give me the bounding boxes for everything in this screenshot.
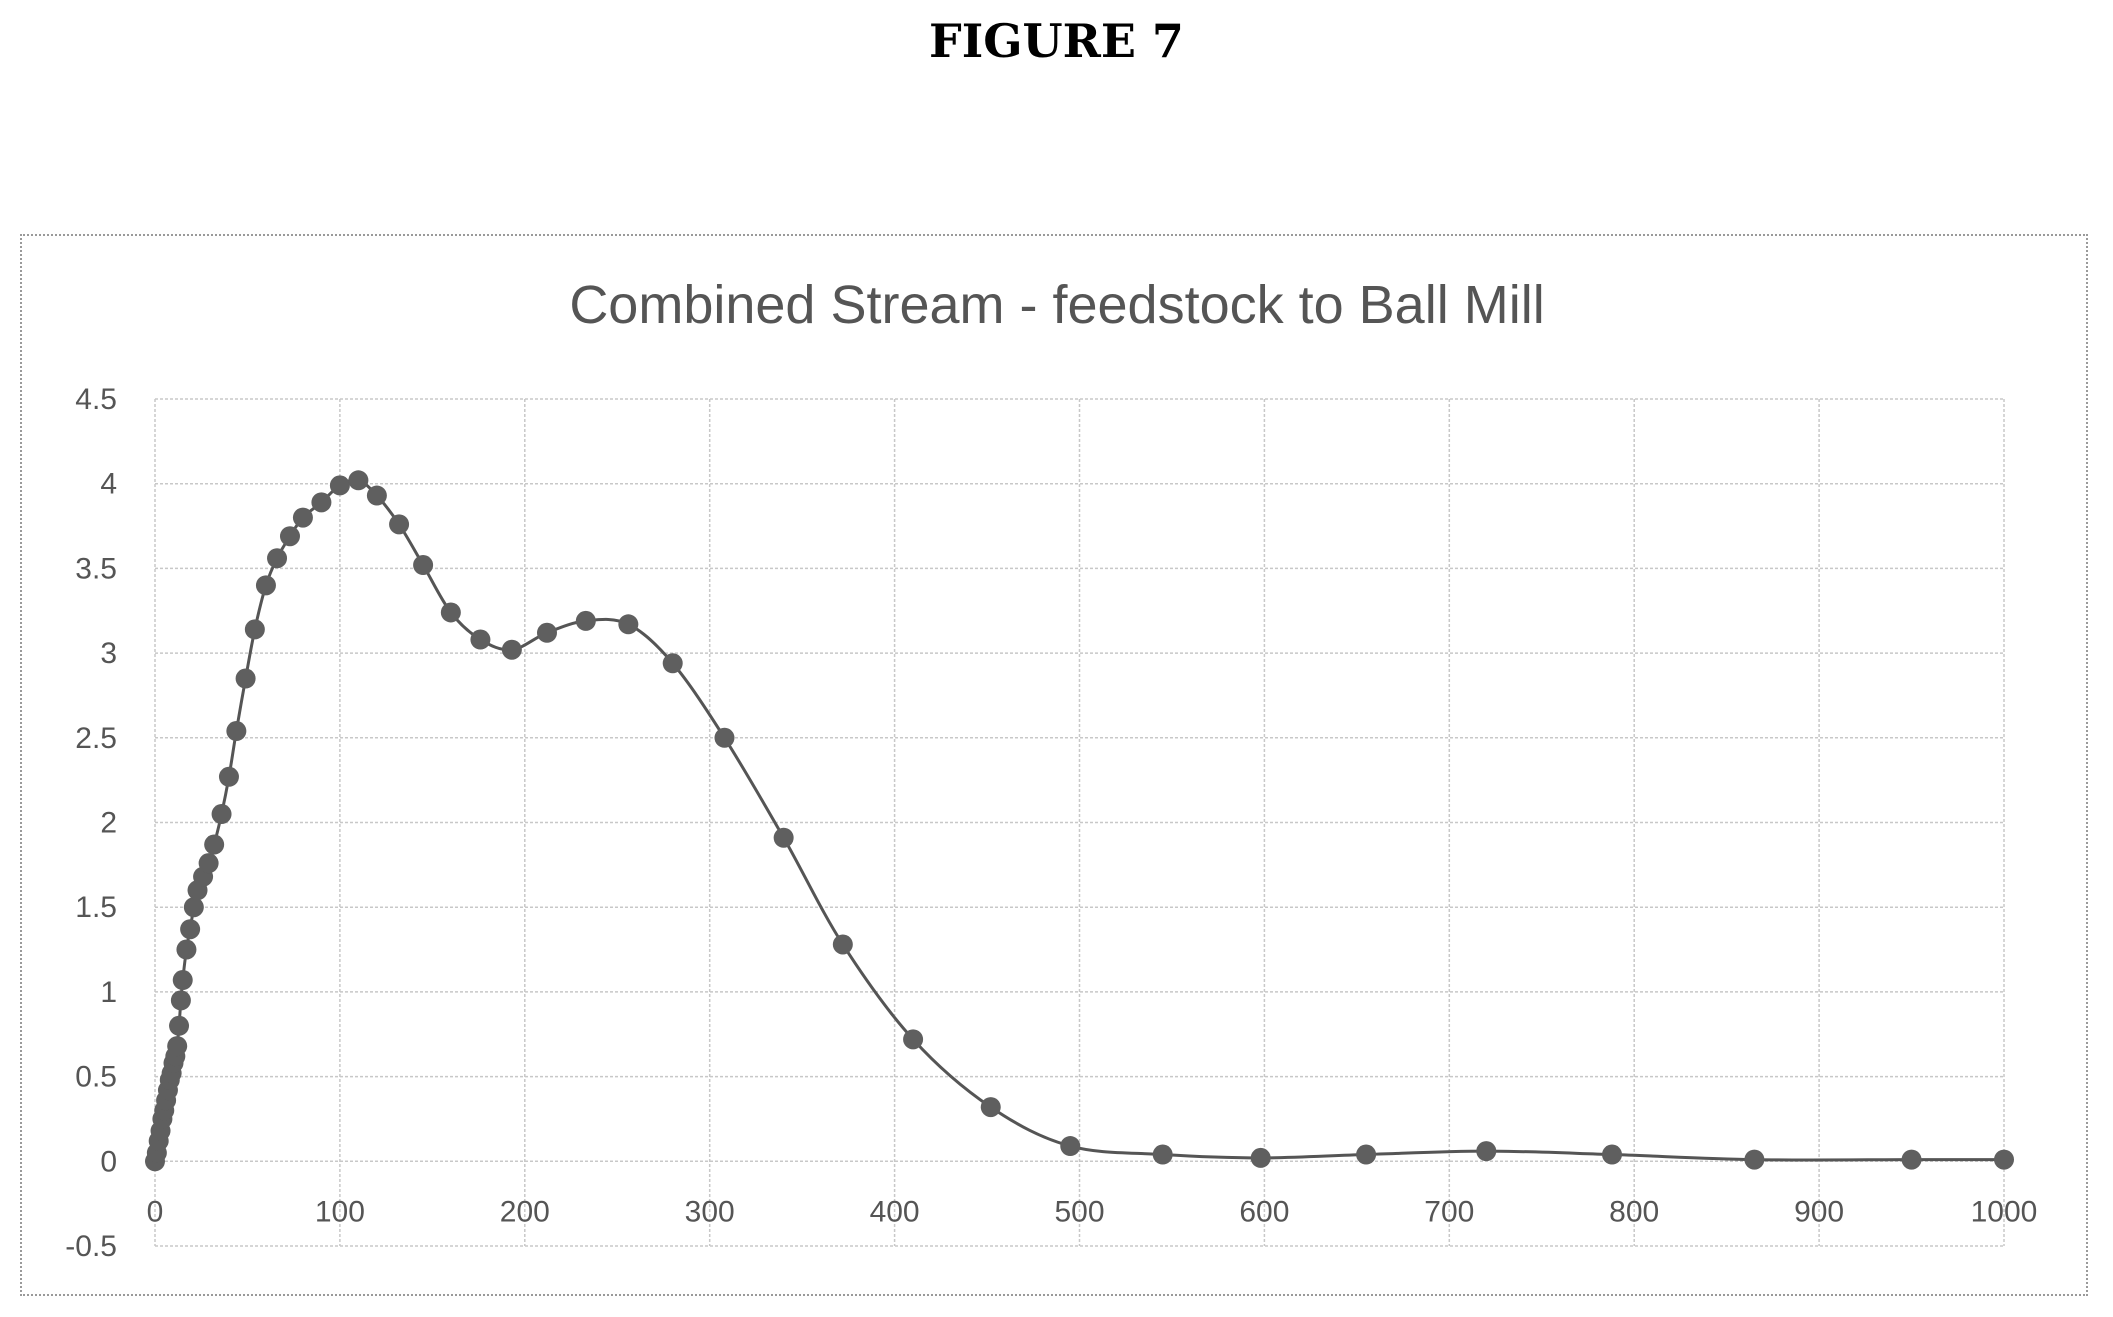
data-point: [176, 939, 197, 960]
data-point: [714, 727, 735, 748]
data-point: [235, 668, 256, 689]
y-tick-label: 3: [100, 637, 117, 670]
data-point: [1744, 1149, 1765, 1170]
x-tick-label: 700: [1424, 1195, 1474, 1228]
data-point: [470, 629, 491, 650]
data-point: [980, 1097, 1001, 1118]
y-tick-label: 0.5: [75, 1061, 117, 1094]
data-point: [440, 602, 461, 623]
x-tick-label: 500: [1054, 1195, 1104, 1228]
data-point: [662, 653, 683, 674]
data-point: [1356, 1144, 1377, 1165]
figure-label: FIGURE 7: [929, 14, 1184, 68]
y-tick-label: 2: [100, 807, 117, 840]
data-point: [1152, 1144, 1173, 1165]
data-point: [575, 610, 596, 631]
data-point: [366, 485, 387, 506]
data-point: [183, 897, 204, 918]
x-tick-label: 0: [147, 1195, 164, 1228]
data-point: [204, 834, 225, 855]
x-tick-label: 300: [685, 1195, 735, 1228]
y-tick-label: 0: [100, 1145, 117, 1178]
data-point: [1250, 1147, 1271, 1168]
data-point: [198, 853, 219, 874]
y-tick-labels: -0.5 0 0.5 1 1.5 2 2.5 3 3.5 4 4.5: [65, 383, 117, 1263]
data-point: [267, 548, 288, 569]
data-point: [244, 619, 265, 640]
y-tick-label: 4.5: [75, 383, 117, 416]
x-tick-label: 400: [870, 1195, 920, 1228]
y-tick-label: -0.5: [65, 1230, 117, 1263]
data-point: [773, 827, 794, 848]
series-markers: [145, 470, 2014, 1172]
x-tick-label: 100: [315, 1195, 365, 1228]
y-tick-label: 1: [100, 976, 117, 1009]
data-point: [536, 622, 557, 643]
data-point: [1994, 1149, 2014, 1170]
data-point: [1901, 1149, 1922, 1170]
y-tick-label: 4: [100, 468, 117, 501]
data-point: [903, 1029, 924, 1050]
chart-frame: [20, 234, 2088, 1296]
data-point: [167, 1036, 188, 1057]
data-point: [501, 639, 522, 660]
data-point: [169, 1015, 190, 1036]
y-tick-label: 1.5: [75, 891, 117, 924]
data-point: [1602, 1144, 1623, 1165]
data-point: [329, 475, 350, 496]
data-point: [348, 470, 369, 491]
x-tick-label: 900: [1794, 1195, 1844, 1228]
chart-title: Combined Stream - feedstock to Ball Mill: [569, 275, 1544, 335]
y-tick-label: 2.5: [75, 722, 117, 755]
x-tick-label: 200: [500, 1195, 550, 1228]
data-point: [618, 614, 639, 635]
data-point: [180, 919, 201, 940]
data-point: [413, 555, 434, 576]
x-tick-label: 600: [1239, 1195, 1289, 1228]
data-point: [292, 507, 313, 528]
grid-lines: [154, 398, 2005, 1247]
data-point: [255, 575, 276, 596]
y-tick-label: 3.5: [75, 552, 117, 585]
data-point: [172, 970, 193, 991]
data-point: [1060, 1136, 1081, 1157]
data-point: [279, 526, 300, 547]
data-point: [218, 766, 239, 787]
data-point: [311, 492, 332, 513]
data-point: [832, 934, 853, 955]
data-point: [170, 990, 191, 1011]
data-point: [1476, 1141, 1497, 1162]
data-point: [389, 514, 410, 535]
data-point: [226, 721, 247, 742]
data-point: [211, 804, 232, 825]
x-tick-label: 1000: [1971, 1195, 2038, 1228]
x-tick-label: 800: [1609, 1195, 1659, 1228]
x-tick-labels: 0 100 200 300 400 500 600 700 800 900 1000: [147, 1195, 2038, 1228]
